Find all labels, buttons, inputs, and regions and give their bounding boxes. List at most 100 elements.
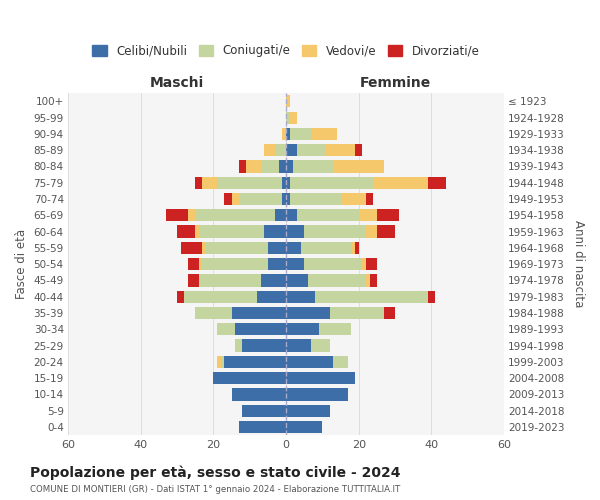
Bar: [286, 356, 334, 368]
Bar: [279, 160, 286, 172]
Bar: [286, 160, 293, 172]
Bar: [308, 274, 366, 286]
Bar: [286, 242, 301, 254]
Bar: [366, 193, 373, 205]
Bar: [428, 176, 446, 189]
Bar: [319, 323, 352, 336]
Bar: [239, 160, 246, 172]
Bar: [166, 209, 188, 222]
Bar: [264, 144, 275, 156]
Bar: [199, 274, 260, 286]
Text: Maschi: Maschi: [150, 76, 204, 90]
Bar: [202, 258, 268, 270]
Bar: [188, 209, 195, 222]
Bar: [184, 290, 257, 303]
Bar: [428, 290, 435, 303]
Bar: [286, 421, 322, 433]
Bar: [217, 356, 221, 368]
Bar: [260, 160, 279, 172]
Bar: [286, 258, 304, 270]
Bar: [275, 144, 286, 156]
Bar: [290, 193, 341, 205]
Bar: [334, 160, 384, 172]
Bar: [195, 176, 202, 189]
Text: COMUNE DI MONTIERI (GR) - Dati ISTAT 1° gennaio 2024 - Elaborazione TUTTITALIA.I: COMUNE DI MONTIERI (GR) - Dati ISTAT 1° …: [30, 486, 400, 494]
Bar: [286, 388, 348, 400]
Bar: [297, 209, 359, 222]
Bar: [315, 290, 428, 303]
Bar: [373, 176, 428, 189]
Bar: [275, 209, 286, 222]
Bar: [235, 323, 286, 336]
Bar: [206, 242, 268, 254]
Bar: [224, 193, 232, 205]
Bar: [268, 242, 286, 254]
Bar: [235, 340, 242, 351]
Bar: [366, 258, 377, 270]
Bar: [283, 176, 286, 189]
Bar: [341, 193, 366, 205]
Bar: [290, 128, 311, 140]
Bar: [286, 128, 290, 140]
Bar: [214, 372, 286, 384]
Bar: [326, 144, 355, 156]
Bar: [290, 176, 373, 189]
Bar: [232, 193, 239, 205]
Bar: [286, 144, 297, 156]
Bar: [188, 258, 199, 270]
Bar: [377, 209, 399, 222]
Bar: [334, 356, 348, 368]
Bar: [264, 226, 286, 237]
Bar: [286, 226, 304, 237]
Bar: [260, 274, 286, 286]
Bar: [181, 242, 202, 254]
Bar: [286, 112, 290, 124]
Text: Popolazione per età, sesso e stato civile - 2024: Popolazione per età, sesso e stato civil…: [30, 466, 401, 480]
Bar: [301, 242, 352, 254]
Bar: [239, 421, 286, 433]
Bar: [355, 242, 359, 254]
Bar: [286, 95, 290, 108]
Bar: [359, 209, 377, 222]
Bar: [283, 128, 286, 140]
Bar: [377, 226, 395, 237]
Bar: [224, 356, 286, 368]
Bar: [177, 226, 195, 237]
Bar: [286, 209, 297, 222]
Bar: [366, 274, 370, 286]
Y-axis label: Anni di nascita: Anni di nascita: [572, 220, 585, 308]
Bar: [286, 404, 329, 417]
Bar: [257, 290, 286, 303]
Bar: [329, 307, 384, 319]
Bar: [362, 258, 366, 270]
Bar: [352, 242, 355, 254]
Bar: [242, 340, 286, 351]
Text: Femmine: Femmine: [359, 76, 431, 90]
Bar: [195, 307, 232, 319]
Bar: [384, 307, 395, 319]
Bar: [195, 209, 275, 222]
Bar: [217, 176, 283, 189]
Bar: [188, 274, 199, 286]
Bar: [199, 258, 202, 270]
Bar: [304, 258, 362, 270]
Bar: [286, 193, 290, 205]
Bar: [242, 404, 286, 417]
Bar: [232, 307, 286, 319]
Bar: [293, 160, 334, 172]
Bar: [297, 144, 326, 156]
Bar: [286, 340, 311, 351]
Bar: [286, 274, 308, 286]
Bar: [286, 176, 290, 189]
Bar: [217, 323, 235, 336]
Bar: [286, 290, 315, 303]
Bar: [202, 242, 206, 254]
Bar: [311, 128, 337, 140]
Bar: [286, 372, 355, 384]
Bar: [232, 388, 286, 400]
Bar: [355, 144, 362, 156]
Bar: [311, 340, 329, 351]
Bar: [283, 193, 286, 205]
Bar: [239, 193, 283, 205]
Bar: [246, 160, 260, 172]
